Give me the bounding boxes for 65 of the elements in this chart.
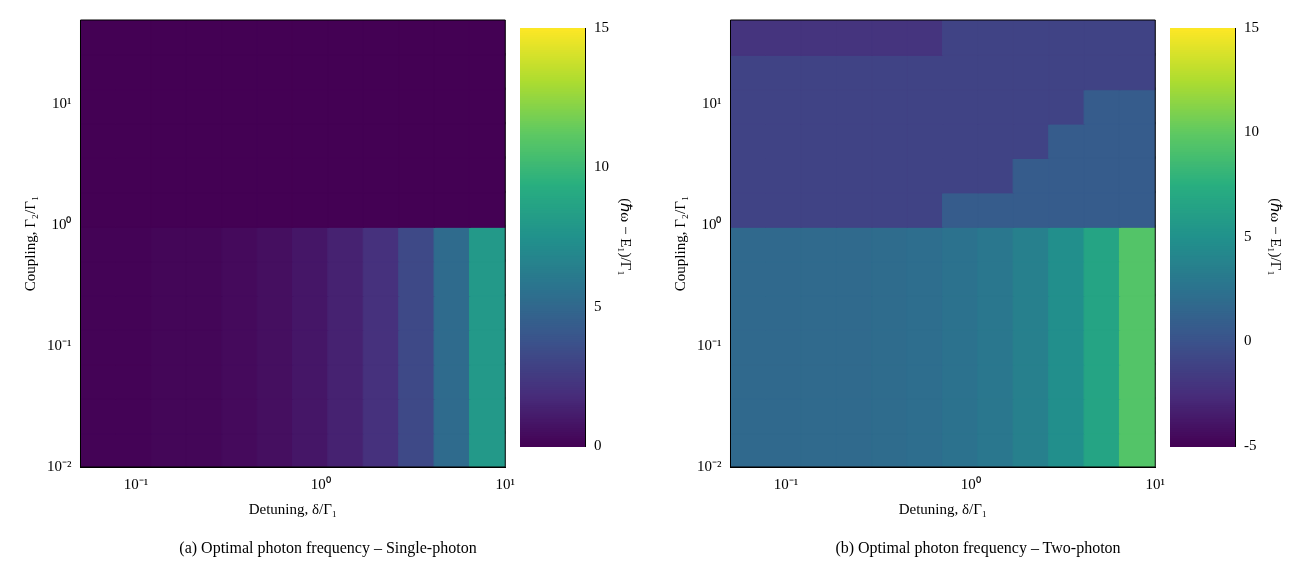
- point: [221, 20, 259, 56]
- y-axis-title: Coupling, Γ₂/Γ₁: [21, 195, 38, 292]
- x-tick-label: 10⁻¹: [773, 475, 799, 492]
- point: [1118, 362, 1156, 400]
- point: [256, 20, 294, 56]
- y-tick-label: 10⁰: [51, 216, 72, 233]
- point: [433, 362, 471, 400]
- point: [327, 20, 365, 56]
- color-bar-label: -5: [1244, 436, 1257, 453]
- y-tick-label: 10⁻²: [697, 457, 722, 474]
- color-bar-title: (ℏω − E₁)/Γ₁: [617, 198, 635, 276]
- point: [468, 259, 506, 297]
- point: [433, 259, 471, 297]
- point: [468, 362, 506, 400]
- point: [362, 20, 400, 56]
- y-axis-title: Coupling, Γ₂/Γ₁: [671, 195, 688, 292]
- x-axis-title: Detuning, δ/Γ₁: [898, 500, 988, 517]
- x-tick-label: 10⁻¹: [123, 475, 149, 492]
- color-bar-label: 5: [594, 297, 602, 314]
- point: [906, 156, 944, 194]
- point: [1083, 259, 1121, 297]
- color-bar-label: 10: [1244, 123, 1259, 140]
- x-tick-label: 10¹: [495, 475, 515, 492]
- text: (a) Optimal photon frequency – Single-photon: [179, 539, 477, 557]
- y-tick-label: 10⁻¹: [697, 337, 722, 354]
- point: [150, 20, 188, 56]
- x-tick-label: 10⁰: [310, 475, 331, 492]
- y-tick-label: 10⁻¹: [47, 337, 72, 354]
- color-bar-label: 0: [594, 436, 602, 453]
- point: [730, 20, 767, 56]
- color-bar-label: 10: [594, 158, 609, 175]
- point: [327, 259, 365, 297]
- y-tick-label: 10¹: [702, 95, 722, 112]
- point: [80, 20, 117, 56]
- x-tick-label: 10⁰: [960, 475, 981, 492]
- point: [906, 20, 944, 56]
- x-tick-label: 10¹: [1145, 475, 1165, 492]
- color-bar-label: 15: [1244, 18, 1259, 35]
- point: [468, 156, 506, 194]
- point: [1118, 259, 1156, 297]
- x-axis-title: Detuning, δ/Γ₁: [248, 500, 338, 517]
- color-bar-title: (ℏω − E₁)/Γ₁: [1267, 198, 1285, 276]
- y-tick-label: 10⁰: [701, 216, 722, 233]
- point: [835, 20, 873, 56]
- point: [800, 20, 838, 56]
- color-bar-label: 15: [594, 18, 609, 35]
- color-bar-label: 0: [1244, 332, 1252, 349]
- point: [185, 20, 223, 56]
- point: [765, 20, 803, 56]
- y-tick-label: 10¹: [52, 95, 72, 112]
- point: [327, 362, 365, 400]
- y-tick-label: 10⁻²: [47, 457, 72, 474]
- point: [977, 156, 1015, 194]
- point: [871, 20, 909, 56]
- point: [468, 20, 506, 56]
- point: [468, 328, 506, 366]
- point: [433, 20, 471, 56]
- point: [398, 20, 436, 56]
- point: [291, 20, 330, 56]
- point: [468, 87, 506, 125]
- color-bar-label: 5: [1244, 227, 1252, 244]
- point: [1118, 328, 1156, 366]
- point: [1083, 362, 1121, 400]
- text: (b) Optimal photon frequency – Two-photon: [835, 539, 1121, 557]
- point: [115, 20, 153, 56]
